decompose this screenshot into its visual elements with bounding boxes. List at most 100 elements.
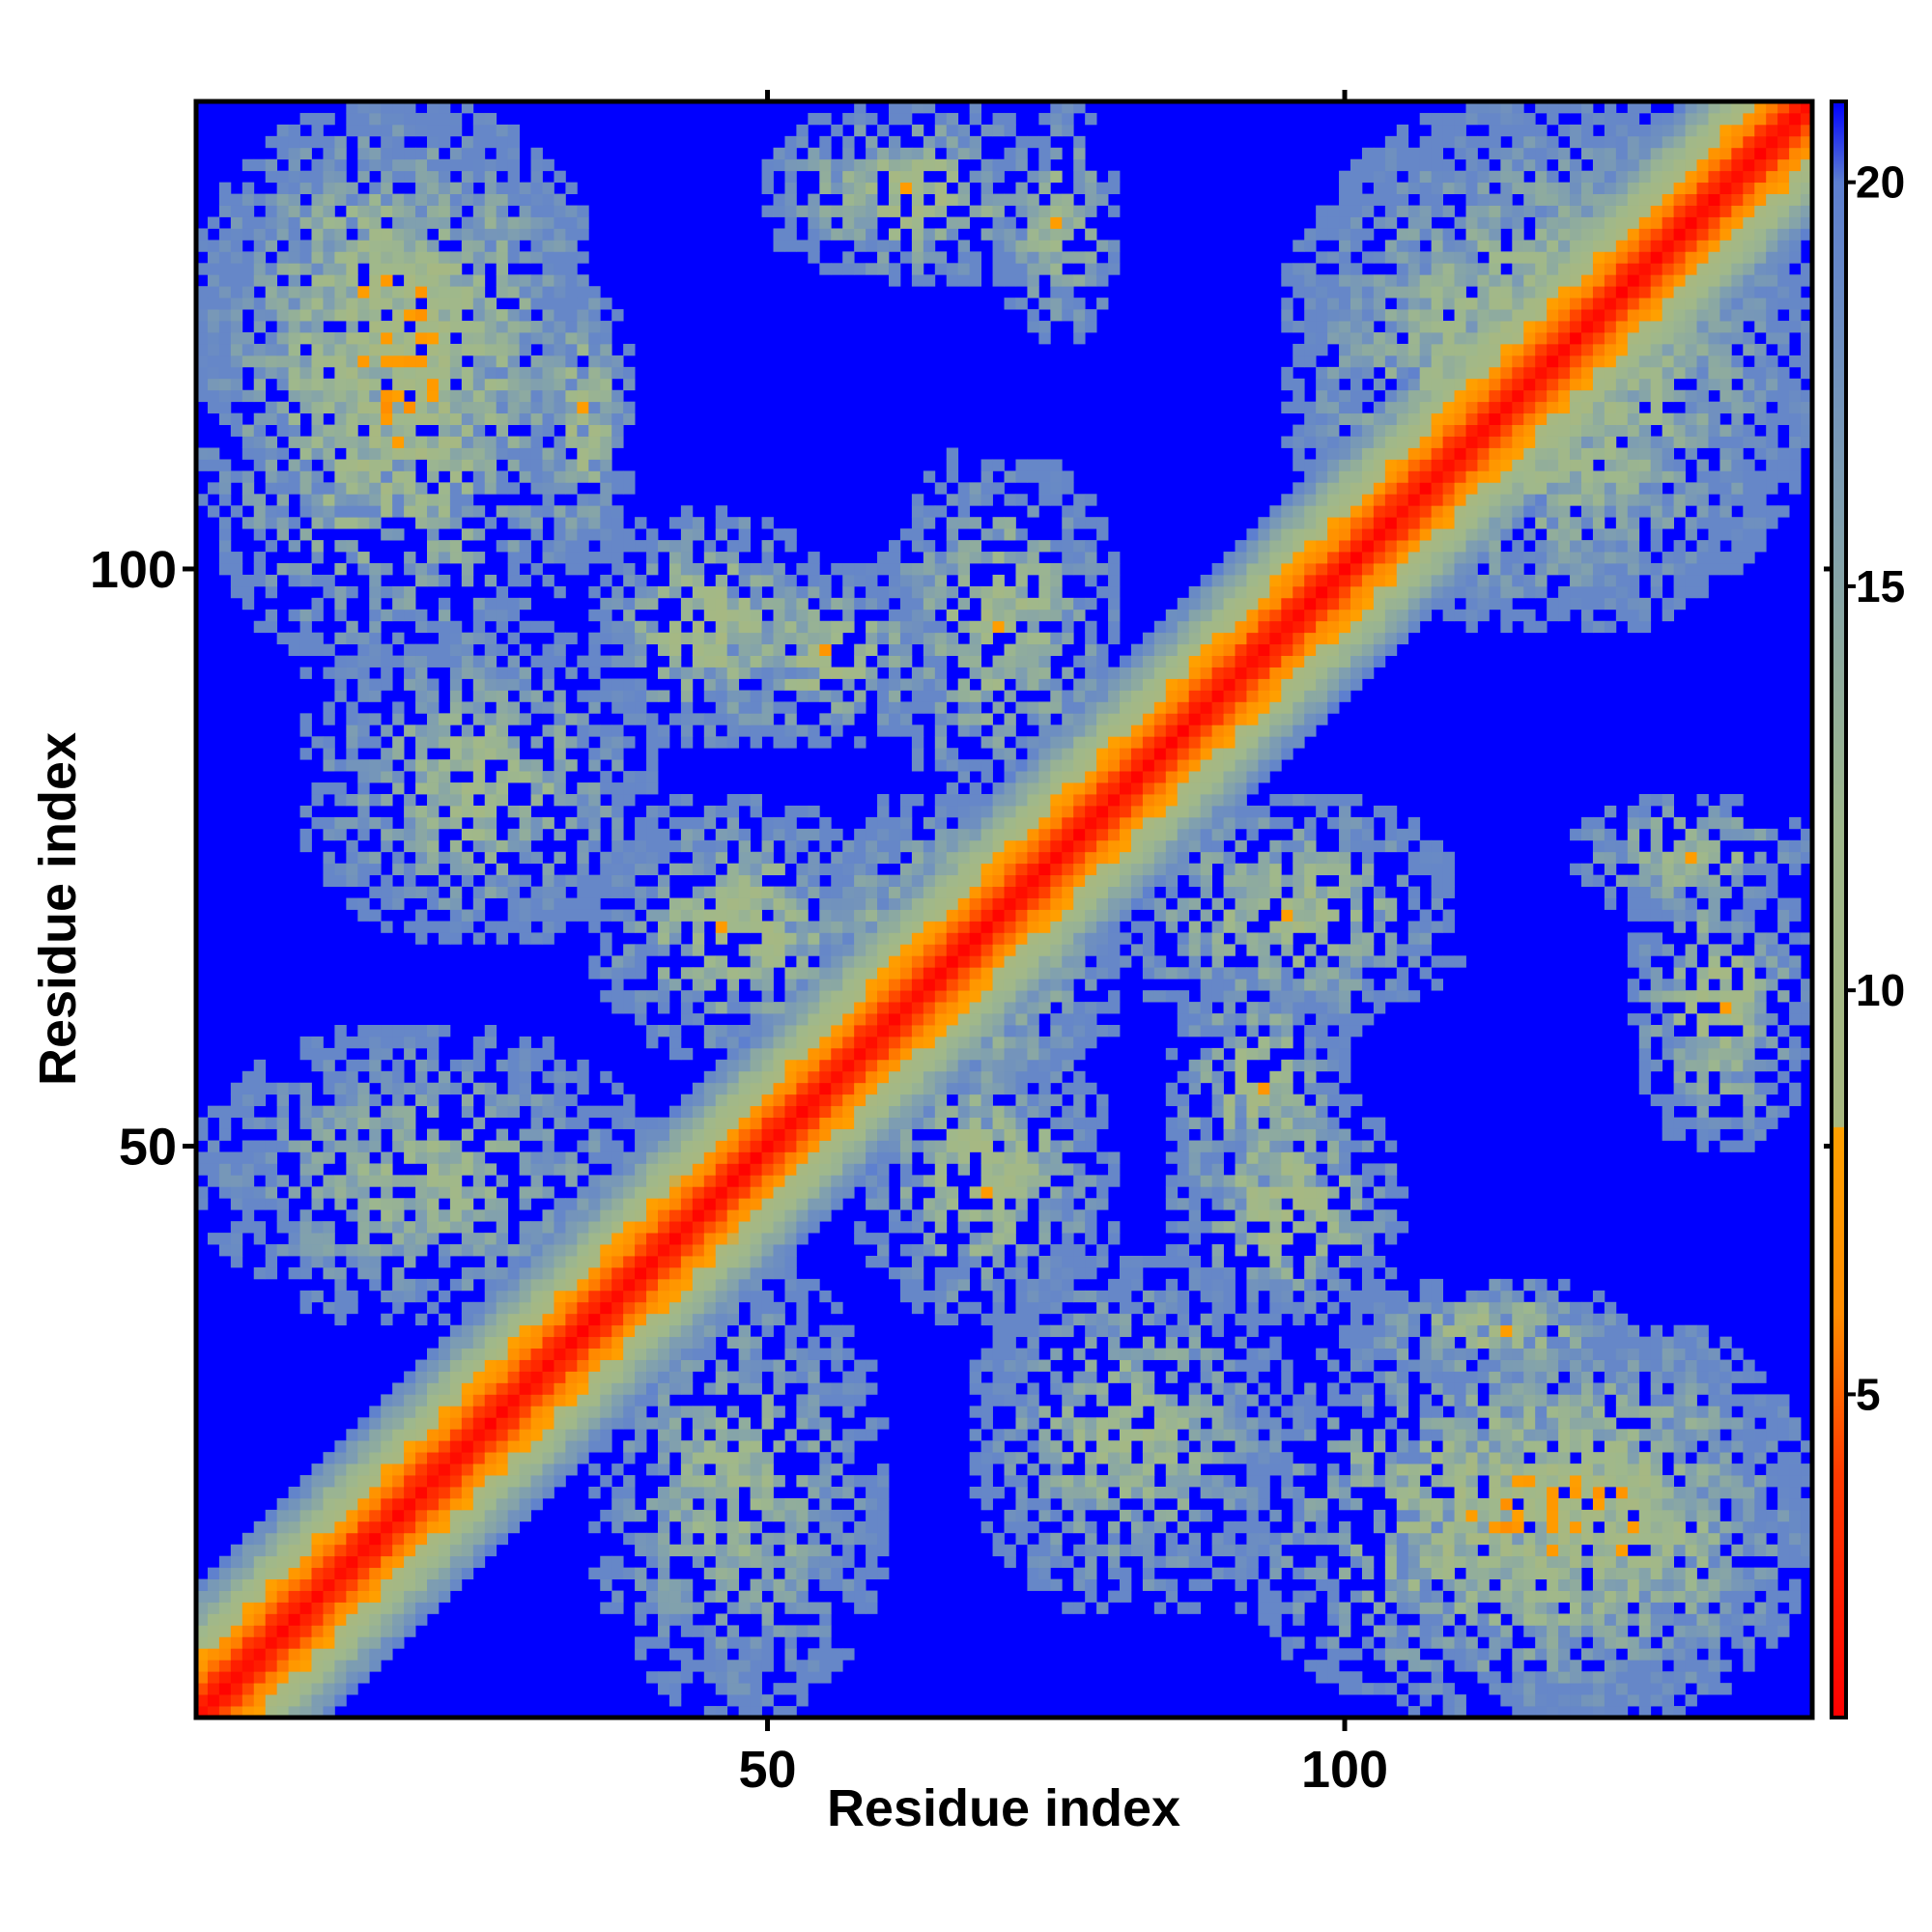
heatmap-cell: [276, 1532, 289, 1546]
heatmap-cell: [1673, 1613, 1686, 1626]
heatmap-cell: [1442, 1694, 1455, 1707]
heatmap-cell: [1235, 1221, 1247, 1234]
heatmap-cell: [784, 1290, 797, 1303]
heatmap-cell: [842, 1140, 855, 1152]
heatmap-cell: [911, 1025, 924, 1037]
heatmap-cell: [1523, 1532, 1536, 1546]
heatmap-cell: [1731, 1602, 1744, 1614]
heatmap-cell: [796, 1555, 809, 1569]
heatmap-cell: [276, 1509, 289, 1522]
heatmap-cell: [1223, 1025, 1236, 1037]
heatmap-cell: [496, 1290, 509, 1303]
heatmap-cell: [323, 1487, 335, 1499]
heatmap-cell: [796, 1567, 809, 1579]
heatmap-cell: [1073, 1070, 1086, 1084]
heatmap-cell: [369, 1625, 382, 1637]
heatmap-cell: [565, 1348, 578, 1360]
heatmap-cell: [1592, 1567, 1605, 1579]
heatmap-cell: [899, 1278, 913, 1292]
heatmap-cell: [715, 1301, 728, 1315]
heatmap-cell: [1004, 1544, 1016, 1557]
heatmap-cell: [496, 1094, 509, 1107]
heatmap-cell: [1108, 1348, 1121, 1360]
heatmap-cell: [1188, 967, 1202, 980]
heatmap-cell: [1339, 979, 1351, 991]
heatmap-cell: [265, 1256, 278, 1268]
heatmap-cell: [1200, 1117, 1212, 1129]
heatmap-cell: [1027, 1348, 1039, 1360]
heatmap-cell: [1027, 1163, 1039, 1176]
heatmap-cell: [1454, 1694, 1466, 1707]
heatmap-cell: [692, 979, 705, 991]
heatmap-cell: [703, 1532, 717, 1546]
heatmap-cell: [1696, 1013, 1709, 1026]
heatmap-cell: [819, 1636, 832, 1649]
heatmap-cell: [1293, 1394, 1305, 1406]
heatmap-cell: [1477, 1648, 1490, 1661]
heatmap-cell: [1327, 990, 1340, 1003]
heatmap-cell: [311, 1590, 324, 1603]
heatmap-cell: [242, 1555, 255, 1569]
heatmap-cell: [299, 1233, 312, 1245]
heatmap-cell: [461, 1059, 474, 1072]
heatmap-cell: [381, 1555, 393, 1569]
heatmap-cell: [357, 1082, 370, 1095]
heatmap-cell: [1269, 955, 1282, 968]
heatmap-cell: [265, 1648, 278, 1661]
heatmap-cell: [1188, 1140, 1202, 1152]
heatmap-cell: [658, 1463, 670, 1476]
heatmap-cell: [842, 1394, 855, 1406]
heatmap-cell: [680, 1313, 694, 1326]
heatmap-cell: [854, 1105, 867, 1118]
heatmap-cell: [1523, 1313, 1536, 1326]
heatmap-cell: [600, 1105, 612, 1118]
heatmap-cell: [1638, 1636, 1652, 1649]
heatmap-cell: [703, 1348, 717, 1360]
heatmap-cell: [980, 1452, 993, 1464]
heatmap-cell: [1293, 1463, 1305, 1476]
heatmap-cell: [877, 1013, 890, 1026]
heatmap-cell: [796, 1047, 809, 1061]
heatmap-cell: [1269, 1509, 1282, 1522]
heatmap-cell: [1062, 1266, 1074, 1280]
heatmap-cell: [1465, 1382, 1478, 1395]
heatmap-cell: [899, 1036, 913, 1049]
heatmap-cell: [207, 1602, 220, 1614]
heatmap-cell: [276, 1105, 289, 1118]
heatmap-cell: [703, 967, 717, 980]
heatmap-cell: [1523, 1324, 1536, 1338]
heatmap-cell: [611, 1406, 624, 1418]
heatmap-cell: [1766, 1105, 1778, 1118]
heatmap-cell: [1650, 1452, 1663, 1464]
heatmap-cell: [635, 1301, 647, 1315]
heatmap-cell: [519, 1198, 531, 1210]
heatmap-cell: [854, 1371, 867, 1383]
heatmap-cell: [854, 1070, 867, 1084]
heatmap-cell: [715, 1440, 728, 1453]
heatmap-cell: [1361, 1244, 1375, 1257]
heatmap-cell: [1293, 1636, 1305, 1649]
heatmap-cell: [461, 1233, 474, 1245]
heatmap-cell: [484, 1406, 497, 1418]
heatmap-cell: [703, 1706, 717, 1719]
heatmap-cell: [1512, 1683, 1524, 1695]
heatmap-cell: [542, 1313, 554, 1326]
heatmap-cell: [311, 1059, 324, 1072]
heatmap-cell: [658, 1025, 670, 1037]
heatmap-cell: [242, 1706, 255, 1719]
heatmap-cell: [1316, 967, 1328, 980]
heatmap-cell: [554, 1371, 566, 1383]
heatmap-cell: [1316, 1209, 1328, 1222]
heatmap-cell: [1108, 1417, 1121, 1430]
heatmap-cell: [842, 967, 855, 980]
heatmap-cell: [1073, 1094, 1086, 1107]
heatmap-cell: [381, 1578, 393, 1591]
heatmap-cell: [265, 1140, 278, 1152]
heatmap-cell: [980, 1002, 993, 1014]
heatmap-cell: [750, 1660, 762, 1672]
heatmap-cell: [692, 1209, 705, 1222]
heatmap-cell: [1708, 1036, 1720, 1049]
heatmap-cell: [392, 1440, 405, 1453]
heatmap-cell: [1211, 1290, 1224, 1303]
heatmap-cell: [207, 1140, 220, 1152]
